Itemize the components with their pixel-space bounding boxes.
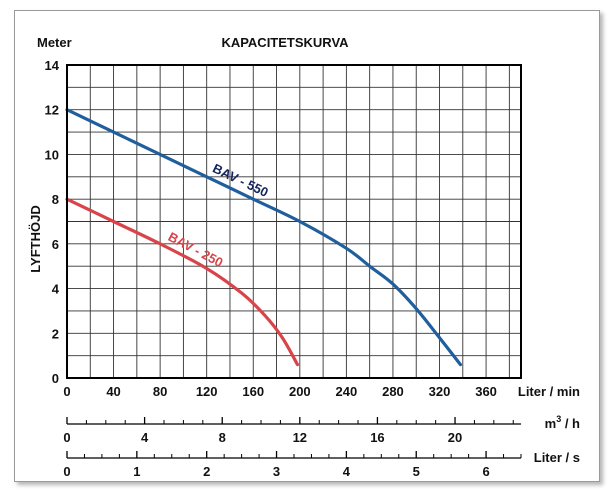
- x-tick-label-lpm: 320: [429, 384, 451, 399]
- x-tick-label-ls: 4: [343, 464, 351, 479]
- y-tick-label: 10: [45, 147, 59, 162]
- x-tick-label-ls: 3: [273, 464, 280, 479]
- y-tick-label: 8: [52, 192, 59, 207]
- x-unit-label-m3h: m3 / h: [545, 414, 580, 431]
- x-tick-label-lpm: 0: [63, 384, 70, 399]
- curve-bav-550: [65, 108, 463, 367]
- x-tick-label-ls: 6: [482, 464, 489, 479]
- plot-frame: [66, 64, 522, 379]
- capacity-chart: Meter KAPACITETSKURVA LYFTHÖJD 024681012…: [28, 35, 580, 479]
- x-unit-label-ls: Liter / s: [534, 450, 580, 465]
- x-tick-label-lpm: 280: [382, 384, 404, 399]
- y-unit-label: Meter: [37, 35, 72, 50]
- x-unit-label-lpm: Liter / min: [518, 384, 580, 399]
- chart-title: KAPACITETSKURVA: [221, 35, 349, 50]
- y-tick-label: 2: [52, 326, 59, 341]
- x-tick-label-m3h: 12: [293, 430, 307, 445]
- x-tick-label-m3h: 8: [219, 430, 226, 445]
- y-tick-label: 14: [45, 58, 60, 73]
- chart-frame: Meter KAPACITETSKURVA LYFTHÖJD 0 2 4 6 8 10 12…: [14, 10, 600, 482]
- x-tick-label-m3h: 16: [370, 430, 384, 445]
- x-tick-label-lpm: 360: [475, 384, 497, 399]
- x-tick-label-lpm: 120: [196, 384, 218, 399]
- curve-bav-250: [65, 197, 300, 367]
- x-tick-label-lpm: 200: [289, 384, 311, 399]
- x-tick-label-ls: 2: [203, 464, 210, 479]
- y-tick-label: 6: [52, 237, 59, 252]
- x-tick-label-lpm: 40: [106, 384, 120, 399]
- x-tick-label-lpm: 160: [242, 384, 264, 399]
- x-tick-label-lpm: 80: [153, 384, 167, 399]
- x-tick-label-ls: 1: [133, 464, 140, 479]
- x-tick-label-ls: 5: [413, 464, 420, 479]
- y-tick-label: 12: [45, 103, 59, 118]
- x-tick-label-m3h: 4: [141, 430, 149, 445]
- x-tick-label-ls: 0: [63, 464, 70, 479]
- x-tick-label-lpm: 240: [336, 384, 358, 399]
- y-tick-label: 4: [52, 282, 60, 297]
- x-tick-label-m3h: 0: [63, 430, 70, 445]
- y-tick-labels: 0 2 4 6 8 10 12 14: [45, 58, 60, 386]
- y-axis-label: LYFTHÖJD: [28, 205, 43, 272]
- y-tick-label: 0: [52, 371, 59, 386]
- grid: [67, 65, 521, 378]
- x-tick-label-m3h: 20: [448, 430, 462, 445]
